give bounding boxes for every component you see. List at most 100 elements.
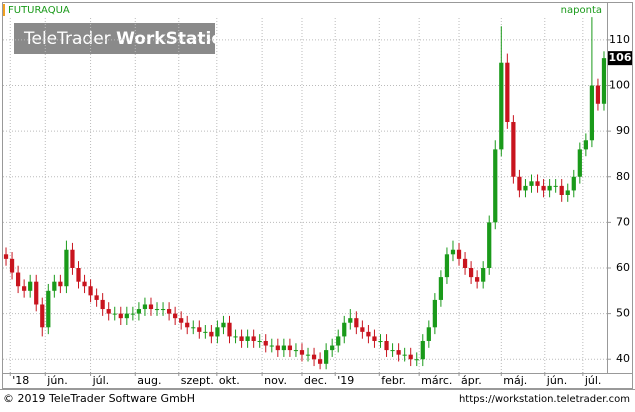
footer-left: © 2019 TeleTrader Software GmbH [3,392,195,405]
candle-body [28,281,33,291]
candle-body [589,85,595,141]
y-tick-label: 100 [609,79,630,92]
candle-body [493,149,498,223]
candle-body [299,350,305,355]
candle-body [360,327,365,332]
candle-body [408,354,413,360]
x-tick-label: ápr. [461,374,482,387]
candle-body [324,350,329,364]
last-price-box [608,51,632,66]
candle-body [529,181,534,186]
candle-body [577,149,582,177]
candle-body [583,140,588,150]
candle-body [88,286,93,296]
candle-body [185,322,190,328]
candle-body [221,322,226,328]
candle-body [414,359,419,361]
candle-body [34,281,39,305]
candle-body [148,304,154,310]
candle-body [70,249,75,268]
candle-body [173,313,178,319]
candle-body [468,267,474,278]
candle-body [559,185,564,195]
candle-body [311,354,317,360]
candle-body [251,336,256,341]
candle-body [233,336,238,338]
candle-body [118,313,123,319]
x-tick-label: jún. [546,374,568,387]
candle-body [462,258,468,268]
y-tick-label: 70 [616,215,630,228]
x-tick-label: márc. [421,374,452,387]
y-tick-label: 40 [616,352,630,365]
candle-body [52,281,57,291]
candle-body [499,62,504,150]
x-tick-label: aug. [137,374,161,387]
candle-body [275,345,280,351]
candle-body [390,350,395,352]
y-tick-label: 110 [609,33,630,46]
candle-body [191,327,196,329]
candle-body [481,267,486,282]
y-tick-label: 60 [616,261,630,274]
candle-body [348,318,353,323]
candle-body [46,290,51,328]
candle-body [553,185,558,187]
candle-body [444,254,450,278]
candle-body [475,277,480,282]
candle-body [64,249,69,287]
x-tick-label: dec. [304,374,327,387]
candle-body [106,309,111,314]
candle-body [541,185,546,191]
candle-body [142,304,148,310]
title-marker [3,4,5,16]
candle-body [505,62,510,123]
candle-body [420,340,425,360]
candle-body [438,277,444,300]
candle-body [263,340,268,346]
candle-body [384,340,389,351]
candle-body [269,345,274,347]
watermark-text: TeleTrader [23,29,111,49]
candle-body [257,340,262,342]
candle-body [154,309,160,311]
candle-body [100,299,105,310]
frame [2,2,633,389]
candle-body [511,122,516,177]
candle-body [317,359,323,364]
candle-body [372,336,377,341]
last-price: 106 [609,51,632,64]
candle-body [366,331,371,337]
candle-body [76,267,81,282]
candle-body [330,345,335,351]
candle-body [426,327,431,341]
candle-body [82,281,87,287]
candle-body [9,258,15,273]
candle-body [402,354,407,356]
candle-body [336,336,341,346]
x-tick-label: febr. [381,374,406,387]
x-tick-label: máj. [503,374,527,387]
candle-body [203,331,208,333]
candle-body [432,299,437,328]
x-tick-label: júl. [92,374,110,387]
candles [3,17,607,370]
candle-body [396,350,401,355]
candle-body [15,272,21,287]
candle-body [571,176,576,191]
candle-body [209,331,214,337]
candle-body [378,340,383,342]
candle-body [342,322,347,337]
watermark: TeleTrader WorkStation [23,29,235,49]
candle-body [227,322,232,337]
y-tick-label: 80 [616,170,630,183]
candle-body [160,309,166,311]
chart-title: FUTURAQUA [8,5,70,16]
x-tick-label: szept. [181,374,214,387]
x-tick-label: nov. [264,374,287,387]
y-tick-label: 90 [616,124,630,137]
interval-label: naponta [561,5,602,16]
candle-body [94,295,99,300]
